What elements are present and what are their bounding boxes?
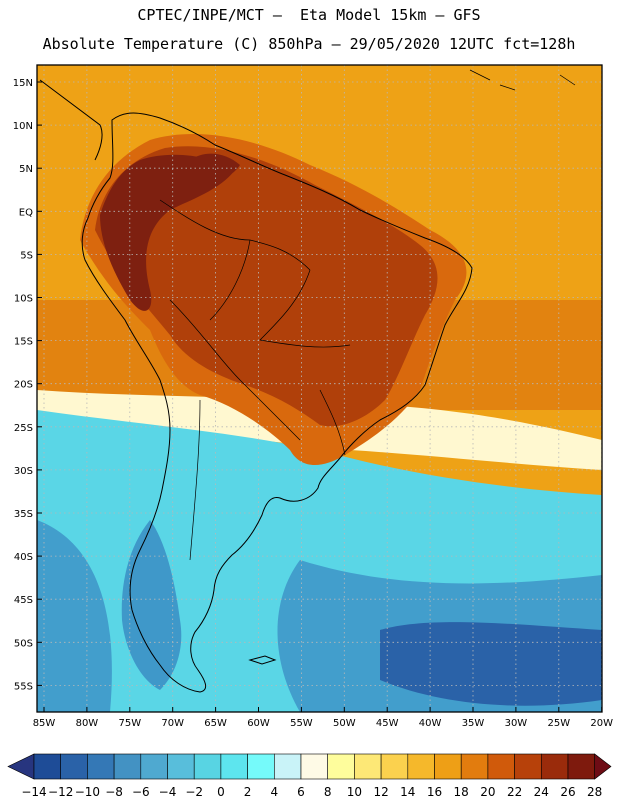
lon-label: 45W xyxy=(376,718,399,729)
colorbar-swatch xyxy=(193,753,222,780)
colorbar-swatch xyxy=(167,753,195,780)
colorbar-label: 18 xyxy=(454,785,469,799)
lon-label: 80W xyxy=(76,718,99,729)
plot-frame xyxy=(36,64,603,713)
colorbar-swatch xyxy=(113,753,142,780)
lat-label: 30S xyxy=(14,466,33,477)
lat-label: 15S xyxy=(14,337,33,348)
colorbar-swatch xyxy=(407,753,435,780)
latitude-labels: 15N 10N 5N EQ 5S 10S 15S 20S 25S 30S 35S 40S 45S 50S 5… xyxy=(13,78,42,692)
colorbar-swatch xyxy=(60,753,88,780)
lon-label: 55W xyxy=(290,718,313,729)
colorbar-label: 4 xyxy=(270,785,278,799)
colorbar-label: 2 xyxy=(244,785,252,799)
lat-label: EQ xyxy=(19,207,33,218)
colorbar-swatch xyxy=(327,753,355,780)
central-america-coast xyxy=(39,79,103,161)
lat-label: 20S xyxy=(14,380,33,391)
longitude-labels: 85W 80W 75W 70W 65W 60W 55W 50W 45W 40W 35W 30W 25W 2… xyxy=(33,707,613,729)
lat-label: 55S xyxy=(14,681,33,692)
map-title-line-2: Absolute Temperature (C) 850hPa – 29/05/… xyxy=(42,35,576,53)
falkland-islands xyxy=(248,655,277,665)
colorbar-label: 8 xyxy=(324,785,332,799)
lat-label: 15N xyxy=(13,78,33,89)
lat-label: 40S xyxy=(14,552,33,563)
colorbar-label: 12 xyxy=(373,785,388,799)
colorbar-label: 22 xyxy=(507,785,522,799)
temperature-field xyxy=(37,65,602,712)
colorbar-label: 26 xyxy=(560,785,575,799)
colorbar-low-arrow xyxy=(7,753,35,780)
colorbar-label: 16 xyxy=(427,785,442,799)
colorbar-swatch xyxy=(487,753,515,780)
colorbar-swatch xyxy=(567,753,596,780)
lon-label: 70W xyxy=(161,718,184,729)
coastlines xyxy=(39,69,576,693)
lon-label: 75W xyxy=(118,718,141,729)
colorbar-swatch xyxy=(380,753,409,780)
colorbar-label: −10 xyxy=(75,785,100,799)
colorbar-swatch xyxy=(140,753,168,780)
colorbar-swatch xyxy=(434,753,462,780)
patagonia-cold-region xyxy=(121,520,182,690)
colorbar-swatch xyxy=(354,753,382,780)
lat-label: 25S xyxy=(14,423,33,434)
colorbar-swatch xyxy=(460,753,489,780)
colorbar-label: −2 xyxy=(185,785,203,799)
lat-label: 10N xyxy=(13,121,33,132)
lon-label: 30W xyxy=(505,718,528,729)
lat-label: 45S xyxy=(14,595,33,606)
colorbar: −14 −12 −10 −8 −6 −4 −2 0 2 4 6 8 10 12 14 16 18 20 22 24 26… xyxy=(7,753,612,799)
lon-label: 50W xyxy=(333,718,356,729)
lat-label: 35S xyxy=(14,509,33,520)
colorbar-swatch xyxy=(540,753,569,780)
colorbar-swatch xyxy=(273,753,302,780)
colorbar-label: −8 xyxy=(105,785,123,799)
lon-label: 20W xyxy=(590,718,613,729)
country-borders xyxy=(159,199,351,561)
lat-label: 5S xyxy=(20,250,33,261)
colorbar-swatch xyxy=(300,753,329,780)
colorbar-label: 14 xyxy=(400,785,415,799)
lon-label: 40W xyxy=(419,718,442,729)
colorbar-swatch xyxy=(514,753,542,780)
colorbar-label: 0 xyxy=(217,785,225,799)
caribbean-islands xyxy=(469,69,576,91)
colorbar-swatch xyxy=(247,753,275,780)
colorbar-label: −14 xyxy=(21,785,46,799)
colorbar-label: 28 xyxy=(587,785,602,799)
colorbar-label: −4 xyxy=(159,785,177,799)
colorbar-label: 10 xyxy=(347,785,362,799)
colorbar-swatch xyxy=(33,753,62,780)
lon-label: 60W xyxy=(247,718,270,729)
colorbar-label: 24 xyxy=(534,785,549,799)
lon-label: 25W xyxy=(547,718,570,729)
south-america-coastline xyxy=(81,112,473,693)
lat-label: 50S xyxy=(14,638,33,649)
colorbar-swatch xyxy=(220,753,248,780)
colorbar-swatch xyxy=(87,753,115,780)
lon-label: 65W xyxy=(204,718,227,729)
colorbar-label: −12 xyxy=(48,785,73,799)
colorbar-label: −6 xyxy=(132,785,150,799)
colorbar-label: 6 xyxy=(297,785,305,799)
colorbar-high-arrow xyxy=(594,753,612,780)
map-title-line-1: CPTEC/INPE/MCT – Eta Model 15km – GFS xyxy=(137,6,481,24)
lon-label: 35W xyxy=(462,718,485,729)
colorbar-label: 20 xyxy=(480,785,495,799)
lat-label: 5N xyxy=(19,164,33,175)
coldest-region xyxy=(380,622,602,706)
lon-label: 85W xyxy=(33,718,56,729)
continent-hottest-region xyxy=(100,153,240,311)
lat-label: 10S xyxy=(14,294,33,305)
continent-hot-region xyxy=(95,146,438,427)
